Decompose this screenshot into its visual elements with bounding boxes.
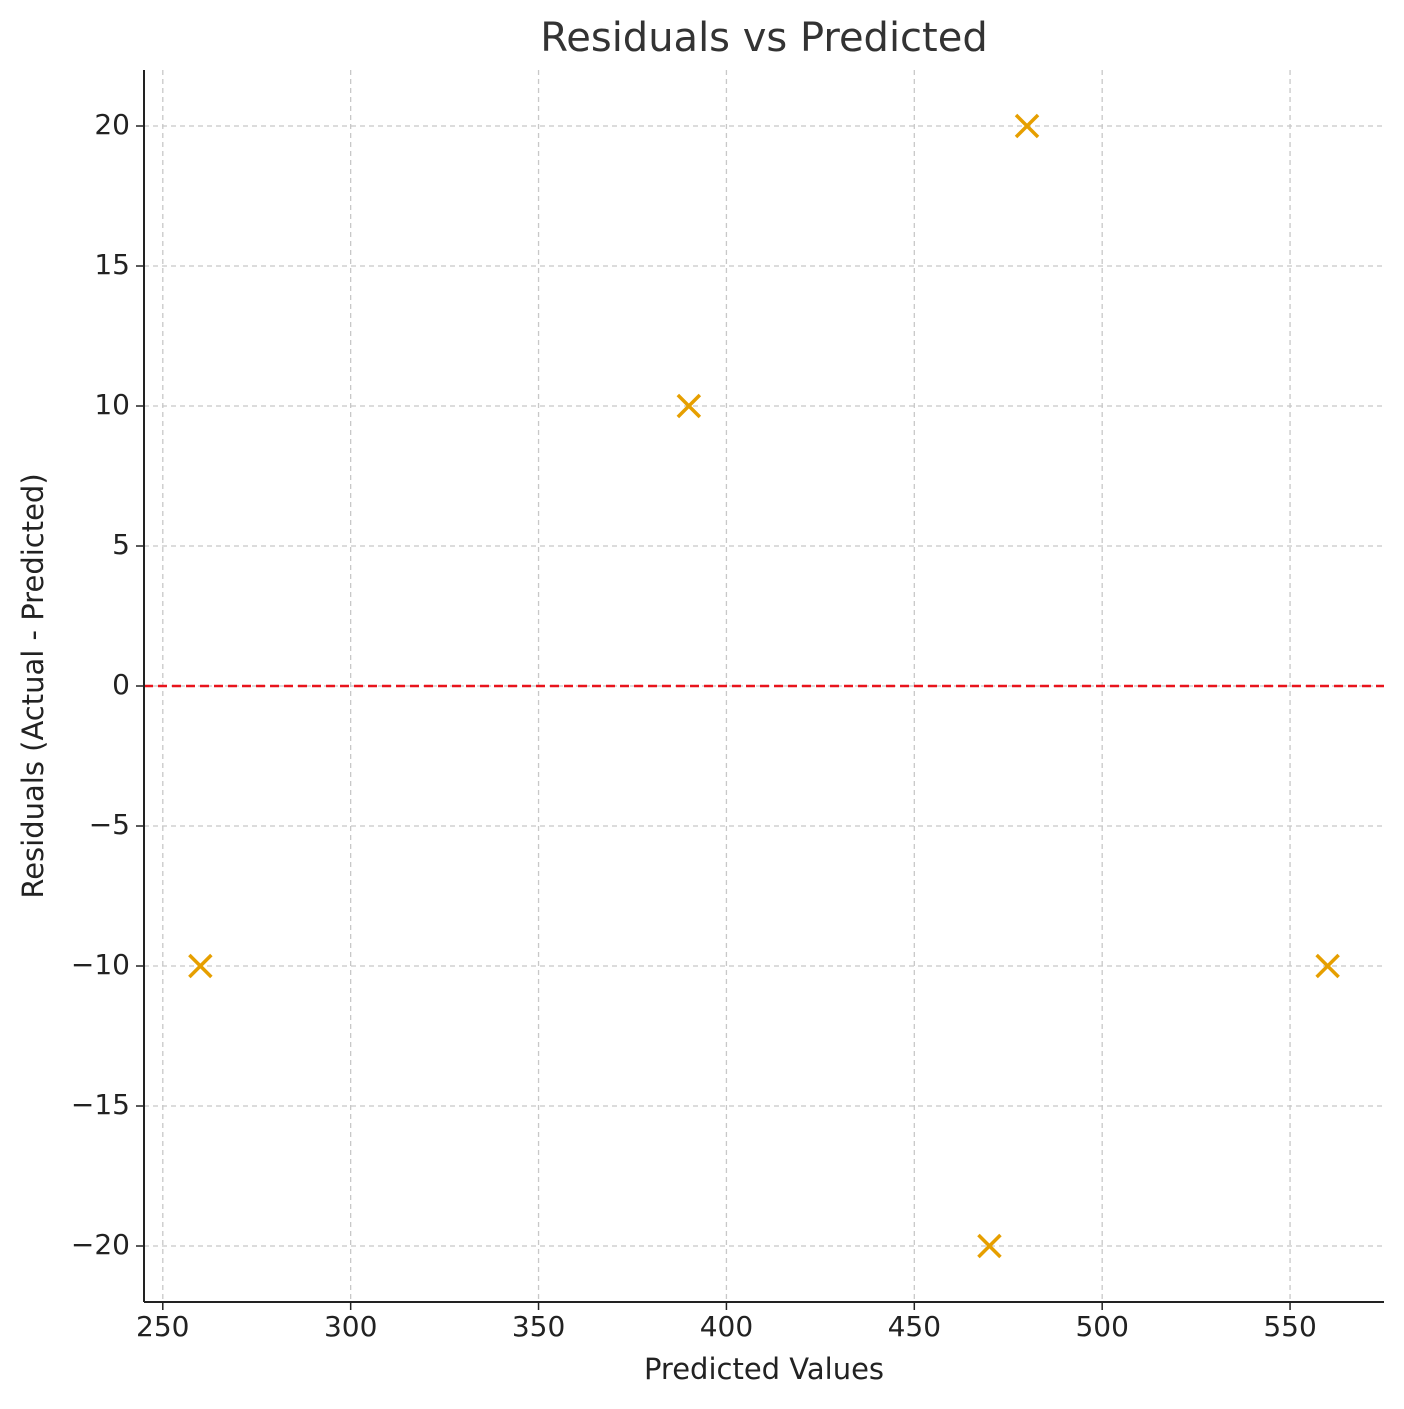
x-tick-label: 550 bbox=[1263, 1310, 1316, 1343]
y-tick-label: −5 bbox=[89, 808, 130, 841]
y-tick-label: 20 bbox=[94, 108, 130, 141]
y-tick-label: 5 bbox=[112, 528, 130, 561]
x-tick-label: 450 bbox=[888, 1310, 941, 1343]
y-tick-label: 15 bbox=[94, 248, 130, 281]
y-tick-label: 10 bbox=[94, 388, 130, 421]
point bbox=[977, 1233, 1002, 1259]
y-axis-label: Residuals (Actual - Predicted) bbox=[16, 473, 50, 898]
x-tick-label: 350 bbox=[512, 1310, 565, 1343]
y-tick-label: −20 bbox=[71, 1228, 130, 1261]
y-tick-label: −15 bbox=[71, 1088, 130, 1121]
x-tick-label: 250 bbox=[136, 1310, 189, 1343]
x-tick-label: 400 bbox=[700, 1310, 753, 1343]
x-tick-label: 300 bbox=[324, 1310, 377, 1343]
chart-title: Residuals vs Predicted bbox=[540, 15, 987, 61]
point bbox=[1014, 113, 1040, 139]
point bbox=[188, 953, 213, 979]
point bbox=[676, 393, 702, 419]
y-tick-label: 0 bbox=[112, 668, 130, 701]
point bbox=[1315, 953, 1340, 979]
x-tick-label: 500 bbox=[1075, 1310, 1128, 1343]
y-tick-label: −10 bbox=[71, 948, 130, 981]
x-axis-label: Predicted Values bbox=[644, 1352, 884, 1386]
